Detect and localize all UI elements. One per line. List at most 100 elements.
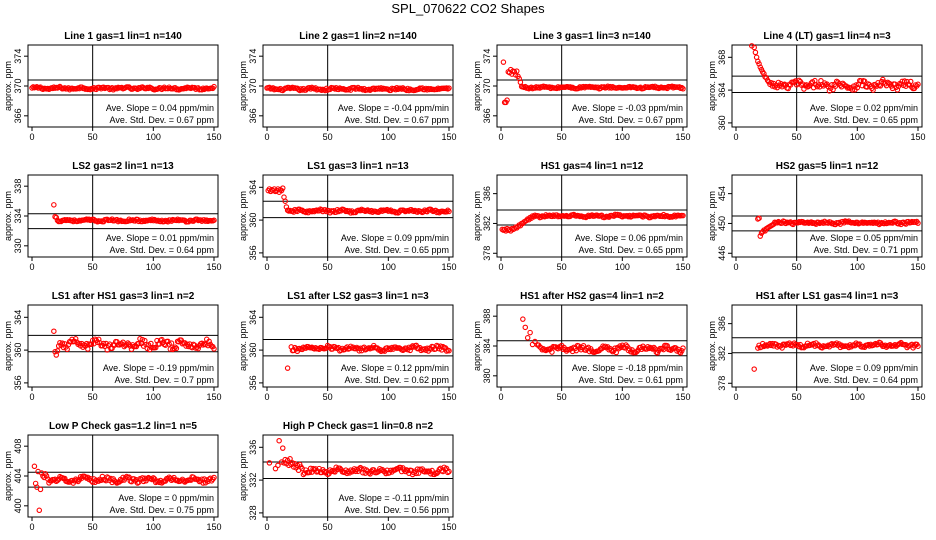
- y-tick-label: 368: [717, 50, 727, 65]
- y-tick-label: 360: [13, 343, 23, 358]
- y-tick-label: 330: [13, 238, 23, 253]
- panel-title: LS1 after HS1 gas=3 lin=1 n=2: [52, 291, 195, 302]
- data-point: [321, 468, 327, 475]
- data-point: [623, 342, 629, 348]
- x-tick-label: 50: [88, 522, 98, 532]
- y-tick-label: 404: [13, 468, 23, 483]
- data-point: [306, 84, 313, 91]
- data-point: [52, 348, 58, 355]
- data-point: [356, 348, 362, 354]
- data-point: [514, 68, 520, 74]
- y-tick-label: 386: [717, 316, 727, 331]
- data-point: [62, 341, 68, 347]
- data-point: [577, 84, 583, 90]
- y-axis-label: approx. ppm: [3, 61, 13, 111]
- data-point: [68, 339, 74, 345]
- data-point: [407, 347, 413, 354]
- data-point: [573, 347, 579, 354]
- data-point: [861, 78, 868, 84]
- x-tick-label: 100: [146, 132, 161, 142]
- data-point: [543, 212, 549, 218]
- x-tick-label: 150: [675, 392, 690, 402]
- data-point: [752, 49, 759, 56]
- x-tick-label: 100: [381, 132, 396, 142]
- y-tick-label: 382: [482, 216, 492, 231]
- data-point: [445, 207, 451, 214]
- data-point: [295, 86, 302, 93]
- data-point: [280, 185, 286, 191]
- y-tick-label: 450: [717, 216, 727, 231]
- data-point: [549, 349, 555, 355]
- slope-annotation: Ave. Slope = 0.01 ppm/min: [106, 233, 214, 243]
- data-point: [446, 208, 452, 215]
- data-point: [446, 347, 452, 354]
- x-tick-label: 0: [733, 392, 738, 402]
- data-point: [173, 345, 180, 352]
- data-point: [38, 470, 45, 476]
- data-point: [136, 340, 142, 347]
- x-tick-label: 50: [323, 522, 333, 532]
- panel-title: HS1 after HS2 gas=4 lin=1 n=2: [520, 291, 664, 302]
- data-point: [172, 344, 178, 350]
- panel-title: High P Check gas=1 lin=0.8 n=2: [283, 421, 434, 432]
- std-dev-annotation: Ave. Std. Dev. = 0.64 ppm: [110, 245, 214, 255]
- data-point: [609, 348, 616, 355]
- panel: HS1 gas=4 lin=1 n=12 0 50 100 150 378 382 386ap…: [472, 161, 691, 272]
- data-point: [832, 83, 839, 89]
- panel-title: Line 3 gas=1 lin=3 n=140: [533, 31, 651, 42]
- data-point: [74, 477, 80, 484]
- data-point: [29, 85, 35, 91]
- data-point: [527, 329, 533, 336]
- slope-annotation: Ave. Slope = 0.09 ppm/min: [810, 363, 918, 373]
- data-point: [31, 463, 38, 470]
- x-tick-label: 100: [146, 522, 161, 532]
- panel-title: Line 1 gas=1 lin=1 n=140: [64, 31, 182, 42]
- data-point: [398, 86, 405, 92]
- data-point: [511, 69, 518, 75]
- y-tick-label: 366: [13, 108, 23, 123]
- x-tick-label: 100: [615, 262, 630, 272]
- data-point: [524, 335, 531, 341]
- panel-title: LS1 after LS2 gas=3 lin=1 n=3: [287, 291, 429, 302]
- data-point: [680, 212, 686, 219]
- x-tick-label: 150: [441, 392, 456, 402]
- y-tick-label: 454: [717, 186, 727, 201]
- x-tick-label: 50: [792, 392, 802, 402]
- data-point: [538, 214, 544, 220]
- data-point: [168, 340, 175, 346]
- data-point: [756, 61, 762, 67]
- x-tick-label: 100: [850, 132, 865, 142]
- panel: LS1 gas=3 lin=1 n=13 0 50 100 150 356 360 364ap…: [238, 161, 457, 272]
- x-tick-label: 150: [206, 132, 221, 142]
- x-tick-label: 0: [733, 262, 738, 272]
- x-tick-label: 50: [557, 392, 567, 402]
- data-point: [161, 218, 168, 225]
- x-tick-label: 0: [733, 132, 738, 142]
- y-axis-label: approx. ppm: [472, 61, 482, 111]
- data-point: [520, 316, 526, 322]
- data-point: [550, 212, 556, 218]
- x-tick-label: 0: [29, 522, 34, 532]
- data-point: [584, 213, 590, 220]
- std-dev-annotation: Ave. Std. Dev. = 0.65 ppm: [345, 245, 449, 255]
- y-tick-label: 382: [717, 346, 727, 361]
- data-point: [404, 467, 411, 474]
- y-tick-label: 366: [248, 108, 258, 123]
- x-tick-label: 0: [498, 392, 503, 402]
- y-tick-label: 364: [248, 310, 258, 325]
- panel: High P Check gas=1 lin=0.8 n=2 0 50 100 150 3…: [238, 421, 457, 532]
- x-tick-label: 100: [615, 392, 630, 402]
- y-axis-label: approx. ppm: [3, 191, 13, 241]
- x-tick-label: 150: [441, 132, 456, 142]
- data-point: [100, 340, 107, 347]
- std-dev-annotation: Ave. Std. Dev. = 0.65 ppm: [579, 245, 683, 255]
- data-point: [55, 343, 62, 349]
- y-tick-label: 364: [717, 83, 727, 98]
- y-tick-label: 370: [248, 78, 258, 93]
- y-tick-label: 380: [482, 368, 492, 383]
- data-point: [43, 473, 50, 479]
- y-axis-label: approx. ppm: [238, 451, 248, 501]
- data-point: [97, 84, 103, 91]
- data-point: [282, 198, 288, 204]
